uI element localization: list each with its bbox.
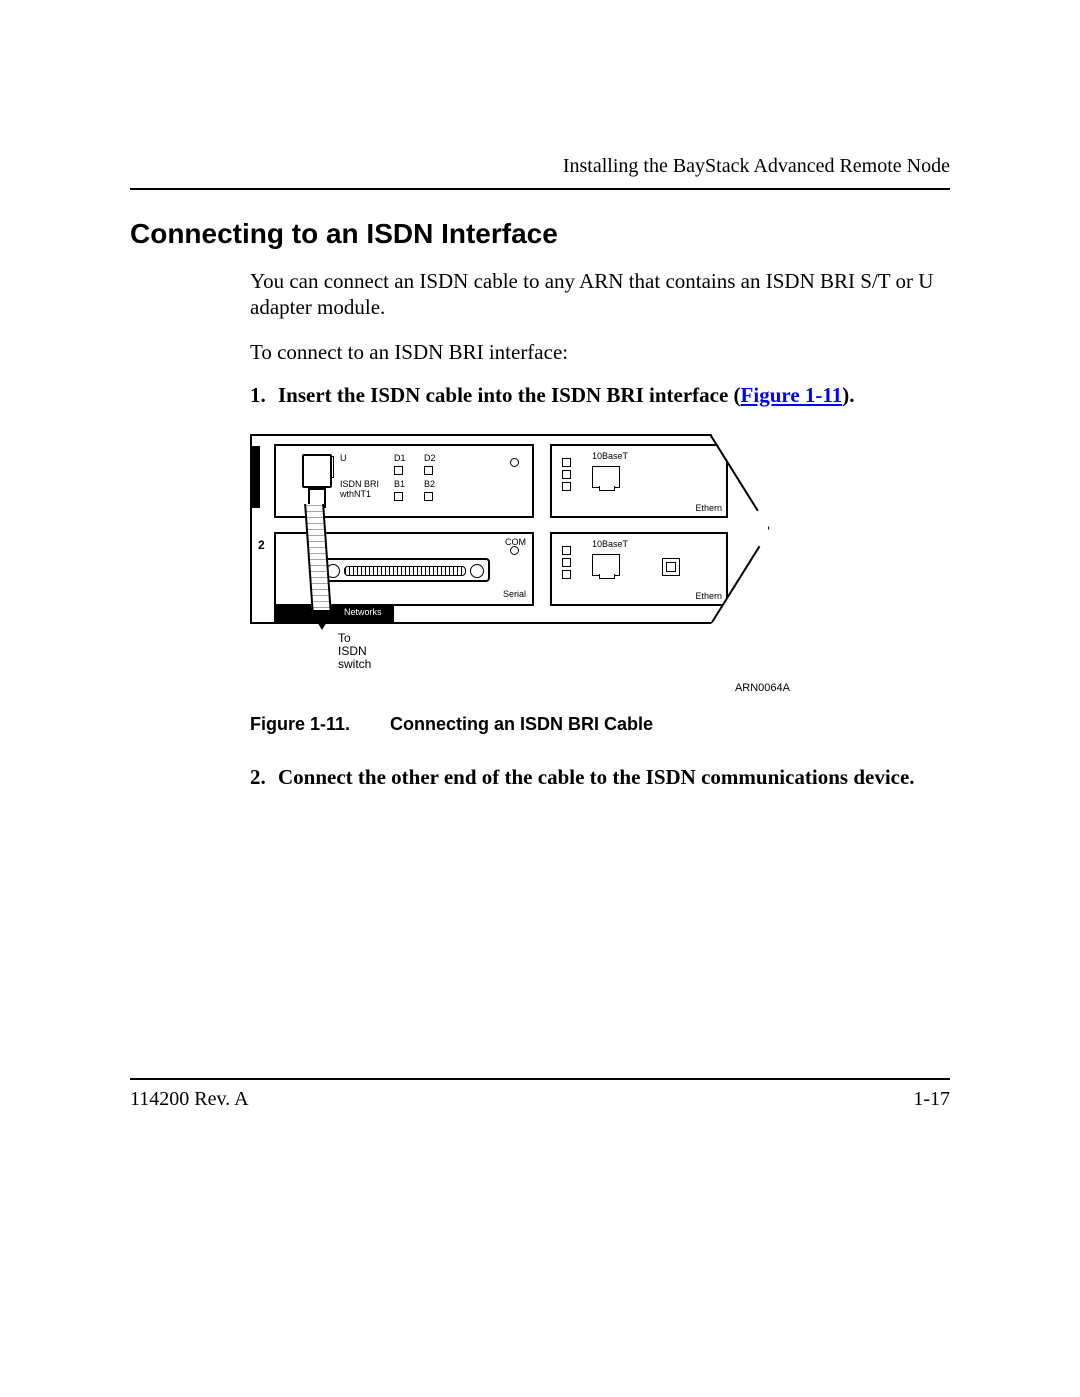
header-rule [130,188,950,190]
label-d2: D2 [424,454,436,463]
label-serial: Serial [503,590,526,599]
footer-rule [130,1078,950,1080]
step-1-text-post: ). [842,383,854,407]
label-10bt-1: 10BaseT [592,452,628,461]
figure-caption-text: Connecting an ISDN BRI Cable [390,714,653,734]
step-1-text-pre: Insert the ISDN cable into the ISDN BRI … [278,383,741,407]
footer-doc-id: 114200 Rev. A [130,1088,249,1111]
module-eth2: 10BaseT Ethern [550,532,728,606]
step-2-text: Connect the other end of the cable to th… [278,765,950,790]
step-2: 2. Connect the other end of the cable to… [250,765,950,790]
label-d1: D1 [394,454,406,463]
label-b1: B1 [394,480,405,489]
figure-diagram: Networks 2 U ISDN BRI wthNT1 D1 D2 B1 B2 [250,434,790,694]
section-title: Connecting to an ISDN Interface [130,218,950,250]
intro-paragraph: You can connect an ISDN cable to any ARN… [250,268,950,321]
figure-code: ARN0064A [735,682,790,694]
figure-caption: Figure 1-11.Connecting an ISDN BRI Cable [250,714,950,735]
figure-link[interactable]: Figure 1-11 [741,383,843,407]
label-isdn-bri: ISDN BRI [340,480,379,489]
label-10bt-2: 10BaseT [592,540,628,549]
figure-callout: To ISDN switch [338,632,371,672]
label-networks: Networks [344,608,382,617]
label-nt1: wthNT1 [340,490,371,499]
module-eth1: 10BaseT Ethern [550,444,728,518]
lead-in-paragraph: To connect to an ISDN BRI interface: [250,339,950,365]
slot-label-2: 2 [258,538,265,552]
label-b2: B2 [424,480,435,489]
figure-number: Figure 1-11. [250,714,390,735]
running-head: Installing the BayStack Advanced Remote … [130,155,950,178]
step-1: 1. Insert the ISDN cable into the ISDN B… [250,383,950,408]
cable-plug [302,454,332,488]
label-u: U [340,454,347,463]
footer-page-number: 1-17 [913,1088,950,1111]
cable-arrow [310,610,334,630]
